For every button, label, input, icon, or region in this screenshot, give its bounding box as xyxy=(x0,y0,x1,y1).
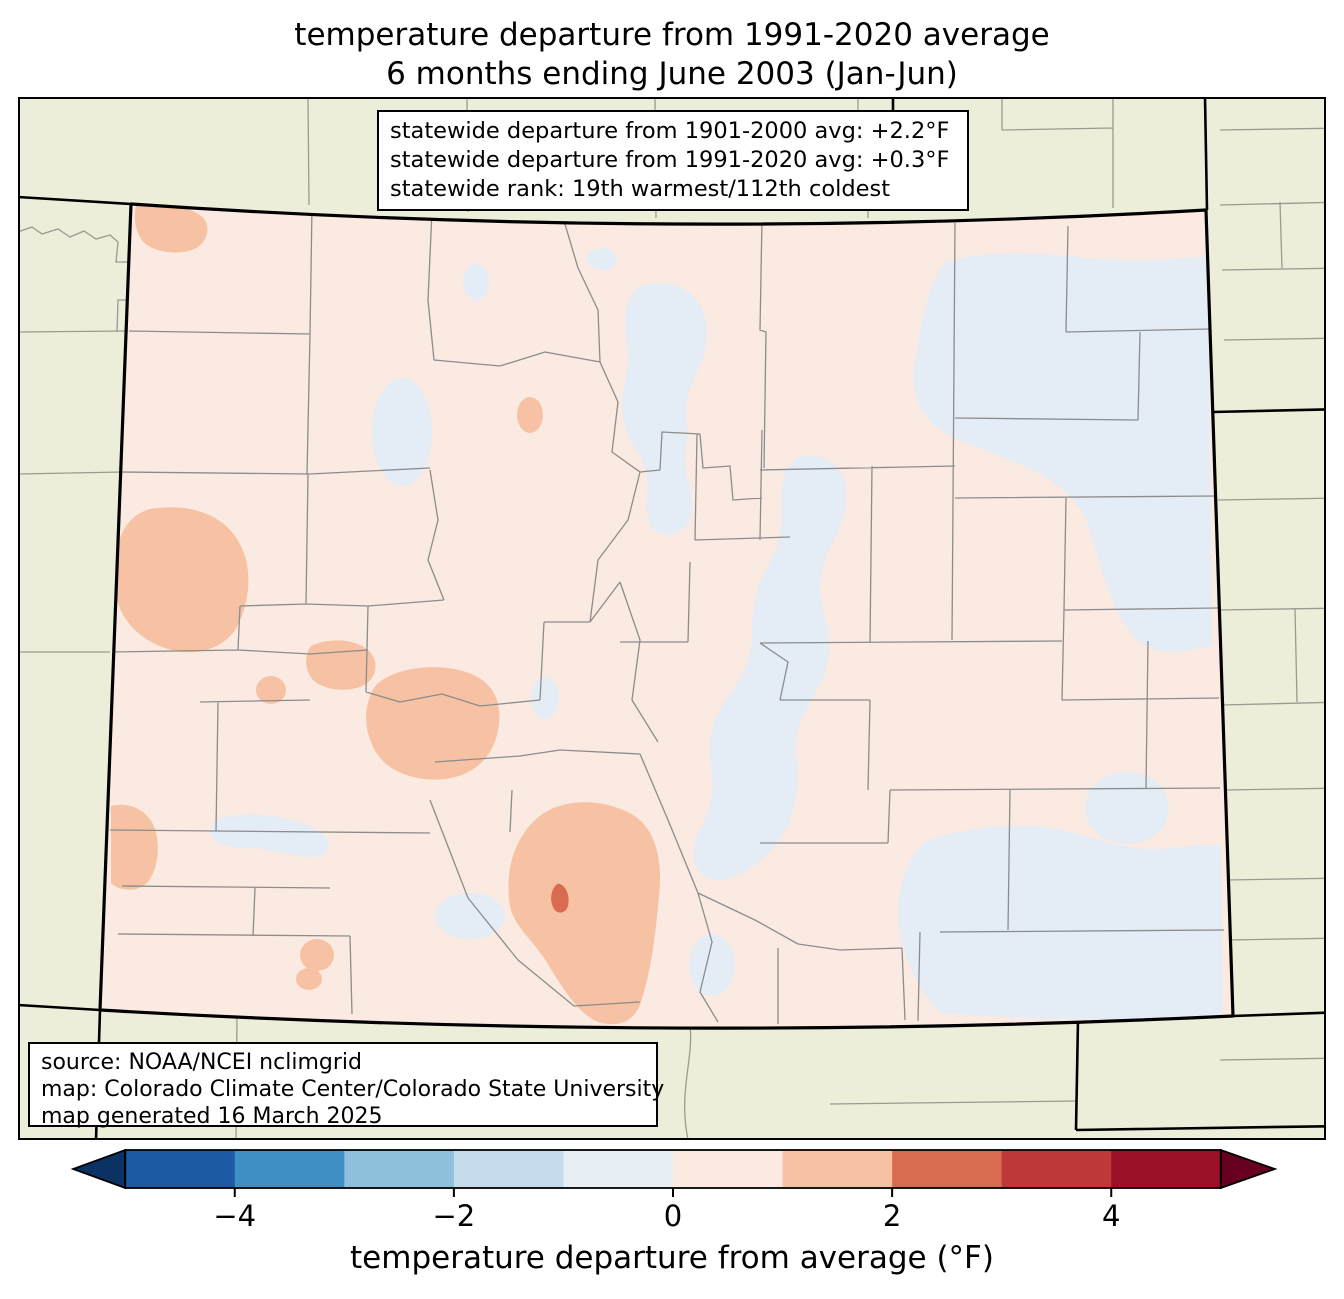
cool-region-small xyxy=(689,934,735,996)
colorbar-segment xyxy=(1001,1150,1112,1188)
colorbar-segment xyxy=(1111,1150,1222,1188)
colorbar-segment xyxy=(344,1150,455,1188)
source-line: source: NOAA/NCEI nclimgrid xyxy=(41,1050,362,1075)
warm-region-gunnison xyxy=(366,667,500,780)
county-boundaries xyxy=(109,207,1225,1024)
warm-region-small xyxy=(296,968,322,990)
warm-region-northwest-corner xyxy=(134,204,208,253)
colorbar-tick-label: −2 xyxy=(432,1199,476,1233)
stats-line-1901-2000: statewide departure from 1901-2000 avg: … xyxy=(390,118,950,144)
chart-title-line1: temperature departure from 1991-2020 ave… xyxy=(294,17,1050,53)
colorbar-segment xyxy=(563,1150,674,1188)
stats-line-1991-2020: statewide departure from 1991-2020 avg: … xyxy=(390,147,950,173)
colorbar-tick-label: −4 xyxy=(213,1199,257,1233)
warm-region-small xyxy=(517,397,543,433)
colorbar-under-arrow xyxy=(70,1148,127,1190)
cool-region-southwest xyxy=(210,814,329,858)
warm-region-west-edge xyxy=(114,507,249,653)
cool-anomaly-regions xyxy=(210,248,1223,1020)
stats-line-rank: statewide rank: 19th warmest/112th colde… xyxy=(390,176,891,202)
colorbar-over-arrow xyxy=(1219,1148,1278,1190)
source-box: source: NOAA/NCEI nclimgrid map: Colorad… xyxy=(28,1042,665,1129)
chart-title-line2: 6 months ending June 2003 (Jan-Jun) xyxy=(386,56,958,92)
cool-region-northeast xyxy=(913,253,1212,652)
colorbar-segment xyxy=(782,1150,893,1188)
colorbar-tick-label: 0 xyxy=(663,1199,683,1233)
cool-region-south-park-band xyxy=(693,455,847,880)
generated-date-line: map generated 16 March 2025 xyxy=(41,1104,383,1129)
colorbar-tick-label: 2 xyxy=(882,1199,902,1233)
cool-region-small xyxy=(372,378,432,486)
warm-region-san-luis-valley xyxy=(508,802,661,1025)
colorbar xyxy=(70,1148,1278,1197)
colorbar-segment xyxy=(234,1150,345,1188)
state-border xyxy=(98,202,1235,1030)
cool-region-front-range xyxy=(622,283,707,535)
anomaly-regions xyxy=(111,204,1223,1025)
warm-region-small xyxy=(300,939,334,971)
map-credit-line: map: Colorado Climate Center/Colorado St… xyxy=(41,1077,665,1102)
cool-region-small xyxy=(1085,772,1169,844)
cool-region-small xyxy=(531,677,559,719)
warm-region-small xyxy=(256,676,286,704)
cool-region-southeast xyxy=(898,825,1223,1020)
hot-region-spot xyxy=(551,883,569,913)
colorbar-segment xyxy=(125,1150,236,1188)
warm-region-west-edge-south xyxy=(111,804,158,890)
cool-region-small xyxy=(435,893,505,939)
colorbar-axis-label: temperature departure from average (°F) xyxy=(350,1240,994,1276)
stats-box: statewide departure from 1901-2000 avg: … xyxy=(377,110,969,211)
warm-anomaly-regions xyxy=(111,204,661,1025)
cool-region-small xyxy=(587,248,617,270)
colorbar-segment xyxy=(453,1150,565,1188)
colorbar-tick-label: 4 xyxy=(1102,1199,1121,1233)
colorbar-segment xyxy=(892,1150,1003,1188)
axes-frame xyxy=(18,97,1326,1140)
colorbar-segment xyxy=(673,1150,784,1188)
colorado-anomaly-map xyxy=(18,97,1326,1140)
cool-region-small xyxy=(463,264,489,300)
